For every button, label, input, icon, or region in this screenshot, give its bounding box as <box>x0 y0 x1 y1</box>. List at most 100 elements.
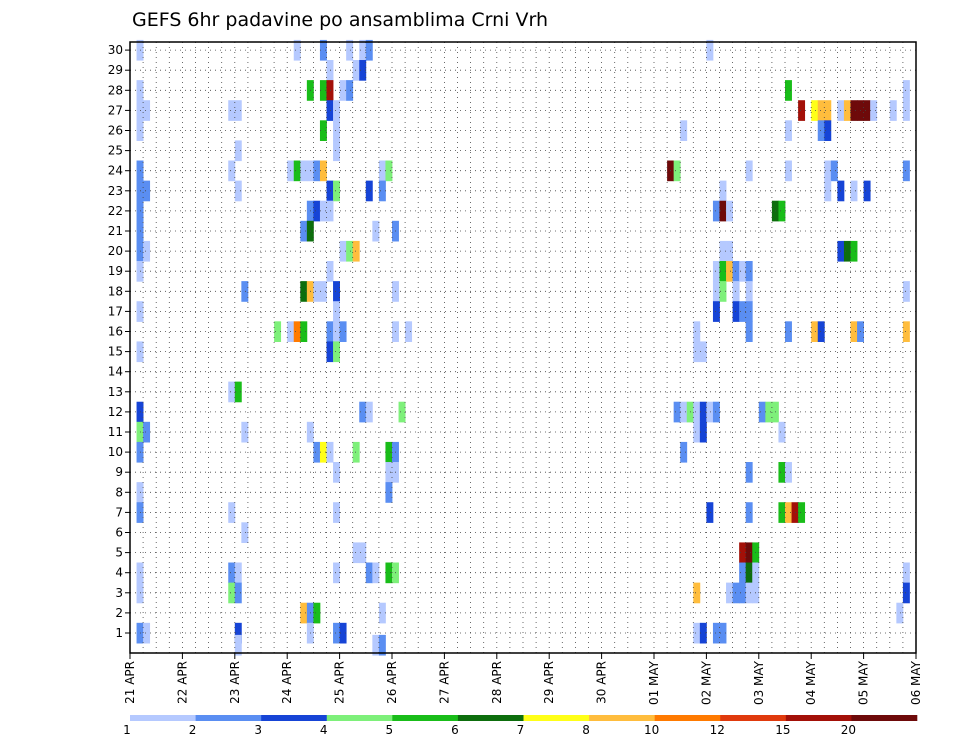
precip-cell <box>319 281 327 302</box>
precip-cell <box>758 401 766 423</box>
precip-cell <box>352 60 360 81</box>
colorbar-swatch <box>195 715 262 721</box>
precip-cell <box>902 562 910 584</box>
chart-title: GEFS 6hr padavine po ansamblima Crni Vrh <box>132 9 548 31</box>
y-tick-label: 1 <box>115 626 123 640</box>
precip-cell <box>811 100 819 121</box>
x-tick-label: 29 APR <box>542 661 556 704</box>
precip-cell <box>798 100 806 121</box>
precip-cell <box>785 502 792 523</box>
colorbar-swatch <box>785 715 852 721</box>
precip-cell <box>346 80 354 101</box>
y-tick-label: 15 <box>108 345 123 359</box>
precip-cell <box>326 341 334 363</box>
precip-cell <box>378 634 386 656</box>
precip-cell <box>333 180 340 202</box>
x-tick-label: 04 MAY <box>804 660 818 705</box>
precip-cell <box>863 180 871 202</box>
precip-cell <box>293 39 301 61</box>
precip-cell <box>333 462 340 483</box>
precip-cell <box>673 401 681 423</box>
precip-cell <box>693 421 701 443</box>
precip-cell <box>778 462 786 483</box>
precip-cell <box>712 261 720 282</box>
y-tick-label: 23 <box>108 184 123 198</box>
precip-cell <box>785 462 792 483</box>
precip-cell <box>241 522 249 543</box>
y-tick-label: 21 <box>108 224 123 238</box>
colorbar-swatch <box>130 715 196 721</box>
precip-cell <box>319 441 327 463</box>
precip-cell <box>745 261 753 282</box>
precip-cell <box>228 582 236 604</box>
precip-cell <box>143 180 151 202</box>
precip-cell <box>680 401 688 423</box>
precip-cell <box>693 321 701 342</box>
precip-cell <box>739 542 747 564</box>
x-tick-label: 06 MAY <box>909 660 923 705</box>
precip-cell <box>241 281 249 302</box>
colorbar-label: 3 <box>254 723 262 737</box>
precip-cell <box>313 160 321 182</box>
precip-cell <box>739 261 747 282</box>
precip-cell <box>385 441 393 463</box>
precip-cell <box>385 562 393 584</box>
precip-cell <box>745 502 753 523</box>
precip-cell <box>228 562 236 584</box>
colorbar-label: 8 <box>582 723 590 737</box>
precip-cell <box>726 240 733 262</box>
y-tick-label: 20 <box>108 244 123 258</box>
precip-cell <box>680 441 688 463</box>
precip-cell <box>693 401 701 423</box>
precip-cell <box>143 622 151 644</box>
precip-cell <box>326 180 334 202</box>
colorbar-label: 6 <box>451 723 459 737</box>
precip-cell <box>333 321 340 342</box>
colorbar-label: 12 <box>710 723 725 737</box>
precip-cell <box>339 622 347 644</box>
y-tick-label: 19 <box>108 264 123 278</box>
precip-cell <box>699 401 707 423</box>
precip-cell <box>811 321 819 342</box>
precip-cell <box>313 441 321 463</box>
precip-cell <box>719 240 727 262</box>
precip-cell <box>333 100 340 121</box>
precip-cell <box>339 80 347 101</box>
precip-cell <box>726 582 733 604</box>
precip-cell <box>680 120 688 141</box>
precip-cell <box>745 160 753 182</box>
precip-cell <box>817 120 825 141</box>
y-tick-label: 16 <box>108 325 123 339</box>
precip-cell <box>706 401 714 423</box>
y-tick-label: 22 <box>108 204 123 218</box>
precip-cell <box>326 200 334 222</box>
precip-cell <box>843 240 851 262</box>
colorbar-swatch <box>261 715 328 721</box>
precip-cell <box>234 622 242 644</box>
precip-cell <box>739 582 747 604</box>
precip-cell <box>313 281 321 302</box>
colorbar-swatch <box>392 715 459 721</box>
precip-cell <box>699 622 707 644</box>
precip-cell <box>706 502 714 523</box>
precip-cell <box>712 281 720 302</box>
y-tick-label: 8 <box>115 485 123 499</box>
colorbar-label: 1 <box>123 723 131 737</box>
y-tick-label: 14 <box>108 365 123 379</box>
precip-cell <box>333 562 340 584</box>
precip-cell <box>785 80 792 101</box>
y-tick-label: 4 <box>115 566 123 580</box>
precip-cell <box>313 602 321 624</box>
precip-cell <box>319 80 327 101</box>
precip-cell <box>896 602 904 624</box>
precip-cell <box>719 261 727 282</box>
precip-cell <box>699 341 707 363</box>
precip-cell <box>352 240 360 262</box>
y-axis: 1234567891011121314151617181920212223242… <box>108 43 130 640</box>
y-tick-label: 10 <box>108 445 123 459</box>
precip-cell <box>346 39 354 61</box>
x-tick-label: 23 APR <box>228 661 242 704</box>
precip-cell <box>385 462 393 483</box>
precip-cell <box>824 180 832 202</box>
